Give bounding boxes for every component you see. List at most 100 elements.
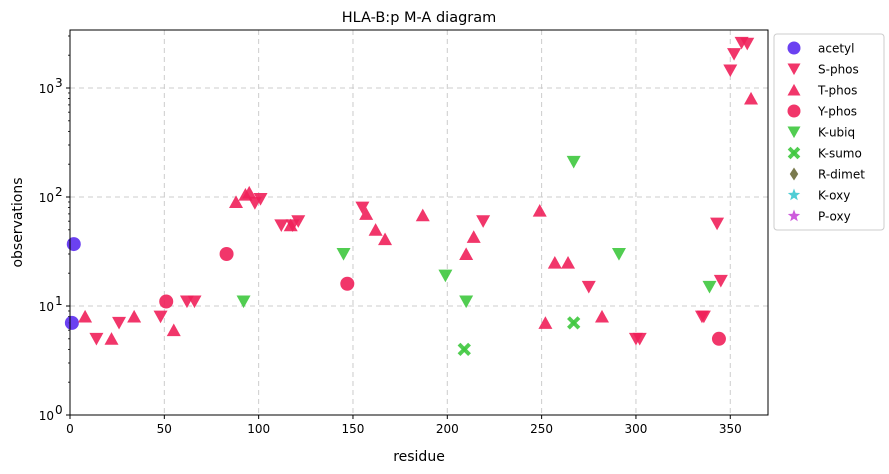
grid-lines bbox=[69, 30, 768, 415]
series-t-phos bbox=[78, 91, 759, 345]
legend-label: P-oxy bbox=[818, 210, 851, 224]
legend-label: S-phos bbox=[818, 63, 859, 77]
point-k-ubiq bbox=[702, 280, 717, 294]
point-s-phos bbox=[253, 192, 268, 206]
point-s-phos bbox=[274, 219, 289, 232]
point-s-phos bbox=[723, 64, 738, 78]
y-tick-exponent: 2 bbox=[55, 185, 63, 199]
point-t-phos bbox=[744, 91, 759, 105]
point-k-sumo bbox=[567, 316, 581, 330]
point-s-phos bbox=[153, 310, 168, 324]
point-t-phos bbox=[466, 230, 481, 243]
point-k-ubiq bbox=[438, 269, 453, 283]
y-tick-label: 10 bbox=[39, 191, 54, 205]
x-tick-label: 150 bbox=[342, 422, 365, 436]
legend-item-s-phos: S-phos bbox=[787, 63, 859, 77]
point-t-phos bbox=[359, 207, 374, 220]
legend-item-t-phos: T-phos bbox=[787, 83, 857, 98]
point-s-phos bbox=[476, 215, 491, 228]
point-t-phos bbox=[547, 255, 562, 269]
legend-marker bbox=[787, 63, 801, 76]
point-t-phos bbox=[166, 323, 181, 337]
legend-marker bbox=[787, 83, 801, 96]
legend-item-k-oxy: K-oxy bbox=[787, 188, 850, 203]
point-k-ubiq bbox=[566, 155, 581, 169]
legend-item-k-sumo: K-sumo bbox=[787, 146, 862, 161]
point-s-phos bbox=[187, 295, 202, 309]
legend-marker bbox=[789, 167, 799, 181]
legend-label: T-phos bbox=[817, 84, 857, 98]
point-t-phos bbox=[242, 185, 257, 199]
point-k-ubiq bbox=[611, 248, 626, 261]
legend-marker bbox=[787, 126, 801, 139]
x-axis-title: residue bbox=[393, 449, 445, 465]
point-t-phos bbox=[104, 332, 119, 345]
point-k-ubiq bbox=[236, 295, 251, 309]
x-tick-label: 0 bbox=[66, 422, 74, 436]
y-tick-exponent: 0 bbox=[55, 403, 63, 417]
point-t-phos bbox=[532, 203, 547, 217]
x-tick-label: 200 bbox=[436, 422, 459, 436]
point-t-phos bbox=[378, 232, 393, 246]
chart-title: HLA-B:p M-A diagram bbox=[342, 10, 497, 26]
legend-label: acetyl bbox=[818, 42, 854, 56]
legend-label: K-ubiq bbox=[818, 126, 855, 140]
data-points bbox=[64, 36, 759, 357]
plot-frame bbox=[69, 29, 769, 416]
point-k-sumo bbox=[457, 342, 471, 357]
series-s-phos bbox=[89, 36, 755, 346]
y-axis-title: observations bbox=[10, 177, 26, 267]
legend: acetyl S-phos T-phos Y-phos K-ubiq K-sumo R-di… bbox=[773, 33, 885, 231]
point-s-phos bbox=[710, 217, 725, 231]
point-y-phos bbox=[711, 331, 726, 346]
point-t-phos bbox=[229, 195, 244, 208]
series-k-sumo bbox=[457, 316, 581, 357]
y-tick-label: 10 bbox=[39, 300, 54, 314]
point-t-phos bbox=[459, 247, 474, 260]
point-s-phos bbox=[632, 332, 647, 346]
point-t-phos bbox=[368, 223, 383, 236]
legend-label: K-oxy bbox=[818, 189, 850, 203]
point-y-phos bbox=[159, 294, 174, 309]
point-s-phos bbox=[89, 332, 104, 346]
point-acetyl bbox=[64, 315, 79, 330]
legend-marker bbox=[787, 146, 801, 160]
legend-marker bbox=[787, 209, 801, 222]
x-tick-label: 250 bbox=[530, 422, 553, 436]
legend-label: K-sumo bbox=[818, 147, 862, 161]
legend-marker bbox=[787, 104, 801, 118]
legend-marker bbox=[787, 188, 801, 201]
x-tick-label: 100 bbox=[247, 422, 270, 436]
point-s-phos bbox=[291, 215, 306, 228]
point-s-phos bbox=[112, 316, 127, 330]
legend-item-r-dimet: R-dimet bbox=[789, 167, 865, 182]
point-s-phos bbox=[727, 48, 742, 61]
point-s-phos bbox=[581, 280, 596, 294]
point-y-phos bbox=[340, 276, 355, 291]
point-t-phos bbox=[283, 218, 298, 232]
point-t-phos bbox=[78, 309, 93, 323]
y-tick-exponent: 1 bbox=[55, 294, 63, 308]
legend-item-p-oxy: P-oxy bbox=[787, 209, 851, 224]
legend-label: Y-phos bbox=[817, 105, 857, 119]
point-t-phos bbox=[594, 309, 609, 323]
point-t-phos bbox=[538, 316, 553, 329]
legend-frame bbox=[773, 33, 885, 231]
legend-item-acetyl: acetyl bbox=[787, 41, 854, 56]
y-tick-exponent: 3 bbox=[55, 76, 63, 90]
point-k-ubiq bbox=[336, 248, 351, 261]
point-s-phos bbox=[740, 37, 755, 51]
legend-item-y-phos: Y-phos bbox=[787, 104, 857, 119]
point-t-phos bbox=[127, 309, 142, 323]
y-tick-label: 10 bbox=[39, 82, 54, 96]
point-acetyl bbox=[66, 237, 81, 252]
point-k-ubiq bbox=[459, 295, 474, 309]
x-tick-label: 350 bbox=[719, 422, 742, 436]
y-tick-label: 10 bbox=[39, 409, 54, 423]
x-tick-label: 300 bbox=[624, 422, 647, 436]
series-y-phos bbox=[159, 246, 726, 346]
legend-marker bbox=[787, 41, 801, 55]
series-acetyl bbox=[64, 237, 81, 330]
